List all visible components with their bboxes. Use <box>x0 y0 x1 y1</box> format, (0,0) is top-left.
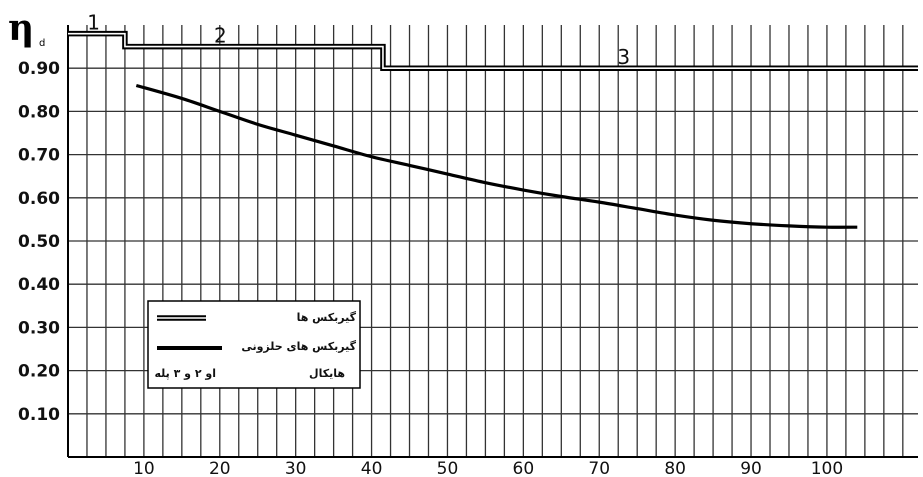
x-tick-label: 20 <box>209 459 231 477</box>
step-series-inner <box>68 32 918 69</box>
series-layer: 1 2 3 <box>68 11 918 229</box>
x-tick-label: 80 <box>664 459 686 477</box>
step-label: 3 <box>617 45 630 69</box>
y-tick-label: 0.20 <box>18 362 60 382</box>
y-tick-label: 0.70 <box>18 146 60 166</box>
y-tick-label: 0.40 <box>18 275 60 295</box>
x-tick-label: 70 <box>588 459 610 477</box>
step-series-outer <box>68 30 918 71</box>
y-tick-label: 0.50 <box>18 232 60 252</box>
axes <box>67 25 918 458</box>
y-tick-label: 0.10 <box>18 405 60 425</box>
worm-gear-curve <box>135 83 858 229</box>
x-tick-label: 50 <box>437 459 459 477</box>
y-axis-symbol: η <box>8 7 34 49</box>
x-tick-label: 100 <box>811 459 843 477</box>
y-tick-label: 0.80 <box>18 102 60 122</box>
legend-label: گیربکس های حلزونی <box>241 340 356 353</box>
y-tick-label: 0.30 <box>18 318 60 338</box>
x-tick-label: 10 <box>133 459 155 477</box>
x-tick-label: 90 <box>740 459 762 477</box>
y-axis-title: η d <box>8 7 45 49</box>
step-label: 2 <box>214 24 227 48</box>
x-tick-label: 30 <box>285 459 307 477</box>
legend-label: او ۲ و ۳ پله <box>155 367 217 380</box>
grid <box>68 25 918 457</box>
y-tick-label: 0.60 <box>18 189 60 209</box>
x-tick-label: 60 <box>513 459 535 477</box>
tick-labels: 0.90 0.80 0.70 0.60 0.50 0.40 0.30 0.20 0.10 10 20… <box>18 59 843 477</box>
y-axis-subscript: d <box>39 38 45 49</box>
step-label: 1 <box>87 11 100 35</box>
legend-label: هایکال <box>309 367 345 380</box>
y-tick-label: 0.90 <box>18 59 60 79</box>
legend: گیربکس ها گیربکس های حلزونی هایکال او ۲ و ۳… <box>147 300 361 389</box>
legend-label: گیربکس ها <box>297 311 357 324</box>
x-tick-label: 40 <box>361 459 383 477</box>
